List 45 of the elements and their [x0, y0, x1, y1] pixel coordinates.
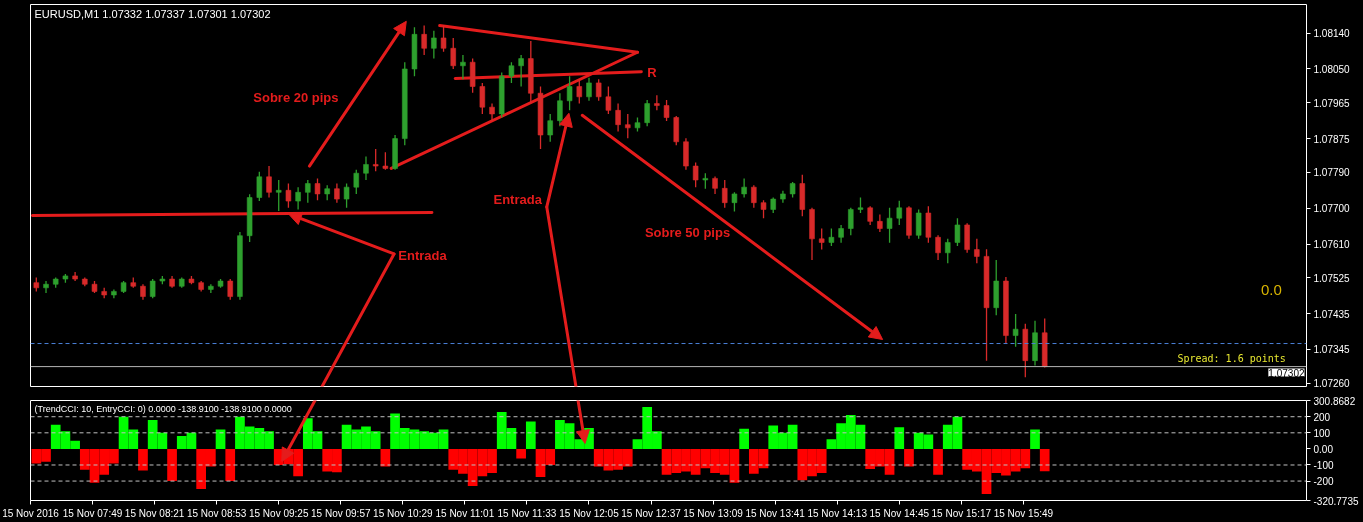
y-tick-label: -320.7735: [1313, 495, 1359, 507]
y-tick-label: 1.07525: [1313, 272, 1351, 284]
y-tick-label: 1.07965: [1313, 97, 1351, 109]
x-tick-label: 15 Nov 14:13: [807, 507, 868, 519]
chart-title: (TrendCCI: 10, EntryCCI: 0) 0.0000 -138.9100 -138.9100 0.0000: [34, 403, 292, 414]
annotation: 0.0: [1261, 281, 1282, 299]
x-tick-label: 15 Nov 15:49: [993, 507, 1054, 519]
y-tick-label: 200: [1313, 411, 1331, 423]
annotation: Entrada: [398, 247, 448, 263]
y-tick-label: 300.8682: [1313, 395, 1356, 407]
y-tick-label: -100: [1313, 459, 1334, 471]
y-tick-label: -200: [1313, 476, 1334, 488]
y-tick-label: 1.07700: [1313, 203, 1351, 215]
x-tick-label: 15 Nov 10:29: [373, 507, 434, 519]
y-tick-label: 1.07345: [1313, 344, 1351, 356]
x-tick-label: 15 Nov 13:09: [683, 507, 744, 519]
x-tick-label: 15 Nov 12:05: [559, 507, 620, 519]
y-tick-label: 1.07875: [1313, 133, 1351, 145]
y-tick-label: 1.07260: [1313, 378, 1351, 390]
x-tick-label: 15 Nov 08:53: [186, 507, 247, 519]
x-tick-label: 15 Nov 14:45: [869, 507, 930, 519]
annotation: Entrada: [493, 192, 543, 208]
y-tick-label: 1.08140: [1313, 28, 1351, 40]
x-tick-label: 15 Nov 13:41: [745, 507, 806, 519]
y-tick-label: 100: [1313, 427, 1331, 439]
y-tick-label: 1.07435: [1313, 308, 1351, 320]
y-tick-label: 1.07610: [1313, 239, 1351, 251]
annotation: Sobre 50 pips: [644, 225, 731, 241]
annotation: Spread: 1.6 points: [1177, 353, 1286, 365]
x-tick-label: 15 Nov 07:49: [62, 507, 123, 519]
x-tick-label: 15 Nov 09:57: [311, 507, 371, 519]
x-tick-label: 15 Nov 11:33: [497, 507, 557, 519]
annotation: Sobre 20 pips: [253, 90, 339, 106]
x-tick-label: 15 Nov 11:01: [435, 507, 495, 519]
x-tick-label: 15 Nov 08:21: [124, 507, 185, 519]
x-tick-label: 15 Nov 09:25: [248, 507, 309, 519]
x-tick-label: 15 Nov 2016: [2, 507, 60, 519]
y-tick-label: 1.08050: [1313, 63, 1351, 75]
chart-title: EURUSD,M1 1.07332 1.07337 1.07301 1.07302: [34, 7, 271, 20]
annotation: R: [647, 64, 658, 80]
y-tick-label: 1.07790: [1313, 167, 1351, 179]
y-tick-label: 0.00: [1313, 443, 1334, 455]
x-tick-label: 15 Nov 15:17: [931, 507, 992, 519]
ref-line-label: 1.07302: [1268, 367, 1305, 379]
x-tick-label: 15 Nov 12:37: [621, 507, 682, 519]
